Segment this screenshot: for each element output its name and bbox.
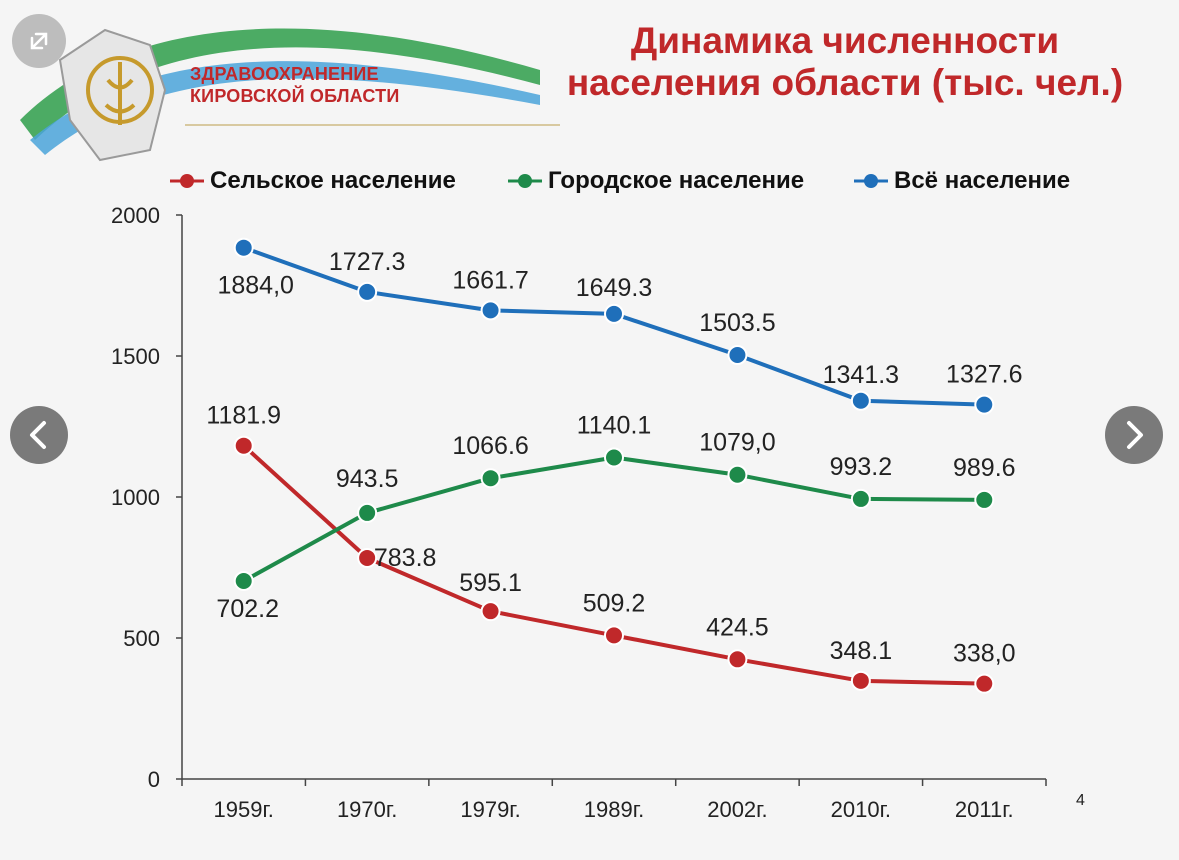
legend-item-rural: Сельское население (170, 166, 456, 196)
data-label: 993.2 (830, 453, 893, 481)
x-tick-label: 2002г. (707, 797, 767, 822)
legend-label-urban: Городское население (548, 167, 805, 194)
data-point (604, 303, 624, 324)
data-point (480, 300, 501, 321)
data-label: 509.2 (583, 589, 646, 617)
prev-slide-button[interactable] (10, 406, 68, 464)
data-label: 1727.3 (329, 248, 405, 276)
legend-label-total: Всё население (894, 167, 1071, 194)
data-label: 1327.6 (946, 361, 1022, 389)
data-point (357, 502, 378, 523)
logo-text-line2: КИРОВСКОЙ ОБЛАСТИ (190, 86, 400, 106)
data-label: 1503.5 (699, 309, 775, 337)
y-tick-label: 0 (148, 767, 160, 792)
data-label: 1079,0 (699, 429, 775, 457)
data-label: 1066.6 (452, 432, 528, 460)
legend-item-urban: Городское население (508, 166, 804, 196)
data-point (727, 649, 748, 670)
x-tick-label: 1970г. (337, 797, 397, 822)
x-tick-label: 1979г. (460, 797, 520, 822)
data-label: 1884,0 (217, 272, 293, 300)
data-point (850, 488, 871, 509)
x-tick-label: 1959г. (214, 797, 274, 822)
data-label: 424.5 (706, 613, 769, 641)
data-point (727, 464, 748, 485)
data-point (357, 281, 378, 302)
x-tick-label: 2011г. (955, 797, 1014, 822)
next-slide-button[interactable] (1105, 406, 1163, 464)
x-tick-label: 2010г. (831, 797, 891, 822)
data-label: 989.6 (953, 454, 1016, 482)
legend-label-rural: Сельское население (210, 167, 456, 194)
logo-banner (20, 28, 560, 162)
data-label: 1140.1 (577, 411, 652, 439)
data-label: 943.5 (336, 465, 399, 493)
logo-text-line1: ЗДРАВООХРАНЕНИЕ (190, 64, 379, 84)
data-point (480, 601, 501, 622)
data-label: 595.1 (459, 569, 522, 597)
y-tick-label: 1000 (111, 485, 160, 510)
chart-title-line2: населения области (тыс. чел.) (566, 62, 1124, 103)
chevron-left-icon (30, 421, 46, 449)
y-tick-label: 2000 (111, 203, 160, 228)
expand-button[interactable] (12, 14, 66, 68)
data-point (480, 468, 501, 489)
data-point (974, 489, 995, 510)
chevron-right-icon (1127, 421, 1143, 449)
y-tick-label: 500 (123, 626, 160, 651)
data-point (233, 435, 254, 456)
data-label: 1661.7 (452, 266, 528, 294)
data-point (357, 547, 378, 568)
data-point (604, 625, 624, 646)
page-number: 4 (1076, 792, 1085, 809)
data-point (233, 237, 254, 258)
data-label: 1181.9 (206, 402, 281, 430)
data-label: 1649.3 (576, 274, 652, 302)
data-point (850, 390, 871, 411)
x-tick-label: 1989г. (584, 797, 644, 822)
expand-icon (30, 32, 48, 50)
data-label: 702.2 (216, 595, 279, 623)
data-label: 783.8 (374, 544, 437, 572)
legend-item-total: Всё население (854, 166, 1070, 196)
data-label: 338,0 (953, 640, 1016, 668)
y-tick-label: 1500 (111, 344, 160, 369)
chart-title-line1: Динамика численности (630, 20, 1060, 61)
data-point (727, 345, 748, 366)
data-point (233, 570, 254, 591)
data-point (974, 673, 995, 694)
data-point (974, 394, 995, 415)
data-point (850, 670, 871, 691)
data-point (604, 447, 624, 468)
data-label: 1341.3 (823, 361, 899, 389)
data-label: 348.1 (830, 637, 893, 665)
